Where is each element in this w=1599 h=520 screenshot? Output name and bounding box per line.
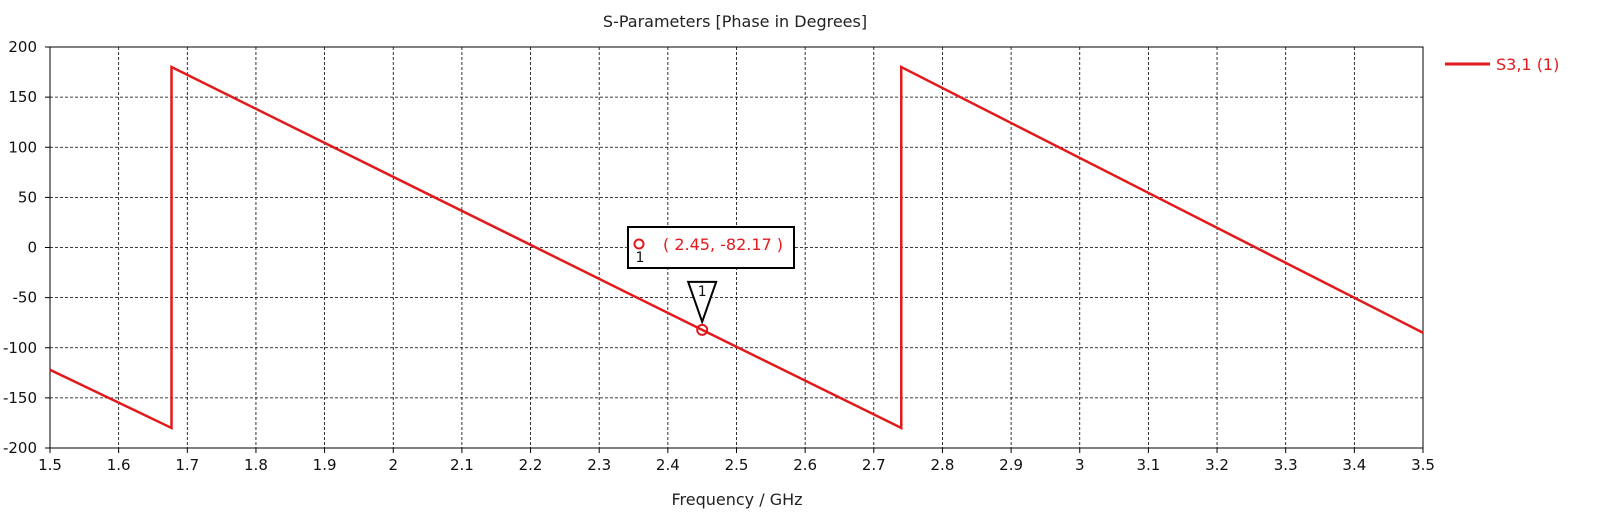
y-tick-label: -50 — [13, 289, 38, 307]
plot-border — [49, 46, 1424, 449]
y-tick-label: 200 — [8, 38, 37, 56]
x-tick-label: 3.3 — [1274, 456, 1298, 474]
y-tick-label: 0 — [27, 239, 37, 257]
x-tick-label: 1.9 — [313, 456, 337, 474]
x-tick-label: 1.7 — [175, 456, 199, 474]
marker-group: 1 — [686, 280, 718, 336]
x-tick-label: 2.8 — [931, 456, 955, 474]
y-axis-ticks: 200 150 100 50 0 -50 -100 -150 -200 — [3, 38, 50, 457]
x-tick-label: 3.1 — [1136, 456, 1160, 474]
x-tick-label: 2.2 — [519, 456, 543, 474]
x-tick-label: 2.6 — [793, 456, 817, 474]
x-tick-label: 3 — [1075, 456, 1085, 474]
x-tick-label: 2.4 — [656, 456, 680, 474]
marker-readout-box: 1 ( 2.45, -82.17 ) — [627, 226, 795, 269]
x-tick-label: 1.5 — [38, 456, 62, 474]
x-tick-label: 2.3 — [587, 456, 611, 474]
x-tick-label: 1.6 — [107, 456, 131, 474]
series-line-s31 — [49, 65, 1424, 430]
y-tick-label: -200 — [3, 439, 37, 457]
legend: S3,1 (1) — [1445, 55, 1559, 74]
y-tick-label: 150 — [8, 88, 37, 106]
x-tick-label: 2.1 — [450, 456, 474, 474]
y-tick-label: 100 — [8, 138, 37, 156]
x-tick-label: 3.4 — [1342, 456, 1366, 474]
marker-readout-icon — [633, 238, 645, 250]
marker-triangle[interactable] — [686, 280, 718, 325]
y-tick-label: 50 — [18, 188, 37, 206]
legend-label: S3,1 (1) — [1496, 55, 1559, 74]
marker-readout-value: ( 2.45, -82.17 ) — [663, 235, 783, 254]
x-tick-label: 2 — [388, 456, 398, 474]
marker-readout-number: 1 — [636, 250, 645, 266]
y-tick-label: -150 — [3, 389, 37, 407]
x-tick-label: 2.7 — [862, 456, 886, 474]
x-tick-label: 1.8 — [244, 456, 268, 474]
marker-triangle-number: 1 — [698, 284, 707, 300]
x-axis-label: Frequency / GHz — [671, 490, 802, 509]
x-tick-label: 2.5 — [725, 456, 749, 474]
chart-title: S-Parameters [Phase in Degrees] — [603, 12, 867, 31]
x-tick-label: 3.2 — [1205, 456, 1229, 474]
x-tick-label: 2.9 — [999, 456, 1023, 474]
y-tick-label: -100 — [3, 339, 37, 357]
x-tick-label: 3.5 — [1411, 456, 1435, 474]
x-axis-ticks: 1.5 1.6 1.7 1.8 1.9 2 2.1 2.2 2.3 2.4 2.5 2.6 2.7 2.8… — [38, 448, 1435, 474]
